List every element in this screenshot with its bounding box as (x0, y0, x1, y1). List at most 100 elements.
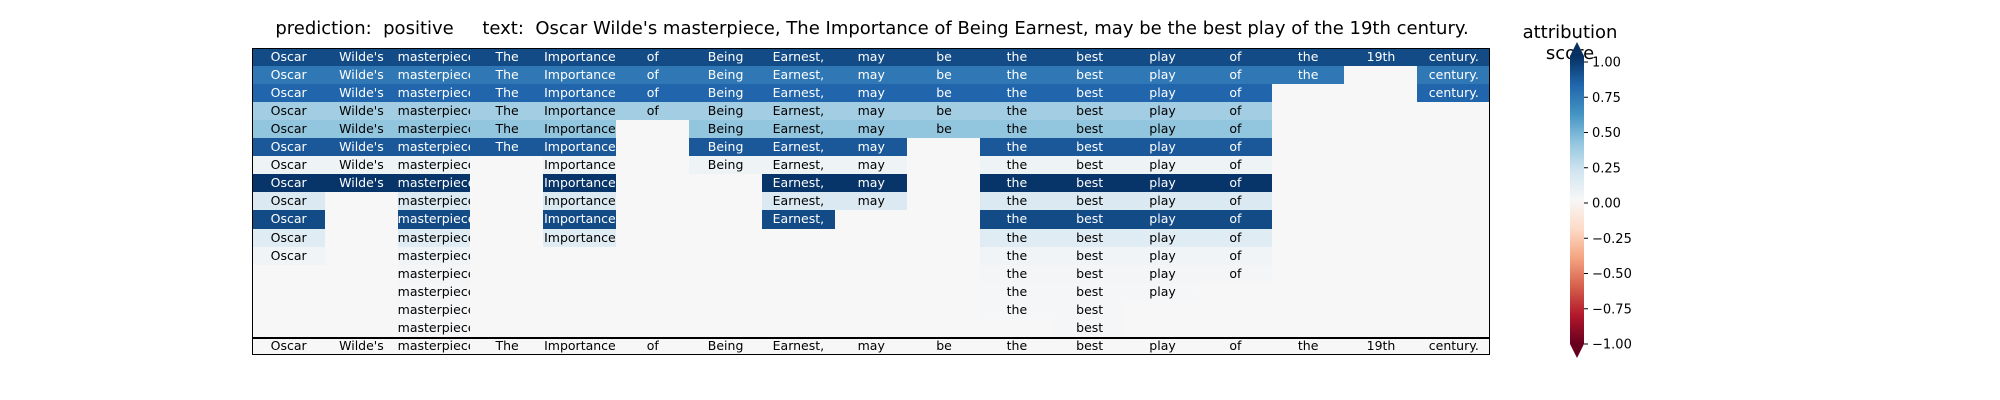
heatmap-cell (470, 318, 544, 338)
heatmap-cell (252, 300, 326, 320)
heatmap-cell: best (1053, 120, 1127, 139)
heatmap-cell: the (980, 192, 1054, 211)
heatmap-cell (616, 174, 690, 193)
heatmap-cell (1417, 282, 1491, 302)
heatmap-cell (616, 318, 690, 338)
heatmap-cell (1344, 120, 1418, 139)
heatmap-cell (834, 210, 908, 229)
heatmap-cell (1417, 174, 1491, 193)
heatmap-cell: the (1271, 66, 1345, 85)
heatmap-cell: masterpiece, (397, 192, 471, 211)
heatmap-cell (1344, 192, 1418, 211)
heatmap-cell (1271, 174, 1345, 193)
heatmap-cell (1271, 84, 1345, 103)
heatmap-cell (761, 228, 836, 248)
heatmap-cell: Importance (543, 336, 617, 356)
heatmap-cell: play (1125, 138, 1200, 157)
heatmap-cell: Being (688, 138, 763, 157)
heatmap-cell (252, 264, 326, 284)
heatmap-cell (470, 246, 544, 266)
heatmap-cell (1271, 264, 1345, 284)
heatmap-cell (1344, 282, 1418, 302)
heatmap-cell (834, 246, 908, 266)
heatmap-cell: of (1198, 84, 1273, 103)
heatmap-cell: The (470, 120, 544, 139)
heatmap-cell: play (1125, 282, 1200, 302)
heatmap-cell: may (834, 156, 908, 175)
heatmap-cell: the (980, 282, 1054, 302)
heatmap-cell: the (980, 264, 1054, 284)
heatmap-cell (324, 318, 399, 338)
heatmap-cell: Wilde's (324, 156, 399, 175)
heatmap-cell (1271, 300, 1345, 320)
heatmap-cell (1417, 300, 1491, 320)
heatmap-cell (761, 300, 836, 320)
heatmap-cell (252, 282, 326, 302)
heatmap-cell (761, 264, 836, 284)
heatmap-cell: masterpiece, (397, 138, 471, 157)
heatmap-cell (616, 138, 690, 157)
heatmap-cell: Wilde's (324, 174, 399, 193)
heatmap-cell: the (980, 300, 1054, 320)
heatmap-cell: Importance (543, 66, 617, 85)
chart-title: prediction: positive text: Oscar Wilde's… (275, 18, 1469, 39)
heatmap-cell: be (907, 84, 981, 103)
heatmap-cell (761, 282, 836, 302)
heatmap-cell: best (1053, 210, 1127, 229)
heatmap-cell: masterpiece, (397, 48, 471, 67)
colorbar-tick-label: 0.50 (1592, 126, 1621, 141)
heatmap-cell (543, 264, 617, 284)
heatmap-cell (1271, 246, 1345, 266)
heatmap-cell: Earnest, (761, 336, 836, 356)
heatmap-cell (1417, 102, 1491, 121)
heatmap-cell (470, 264, 544, 284)
heatmap-cell: best (1053, 282, 1127, 302)
heatmap-cell: the (980, 174, 1054, 193)
heatmap-cell: of (616, 336, 690, 356)
heatmap-cell (1344, 210, 1418, 229)
heatmap-cell: Oscar (252, 84, 326, 103)
heatmap-cell (907, 228, 981, 248)
heatmap-cell: Importance (543, 210, 617, 229)
heatmap-cell: play (1125, 84, 1200, 103)
heatmap-cell: masterpiece, (397, 120, 471, 139)
heatmap-cell (688, 264, 763, 284)
colorbar-tick-label: −0.25 (1592, 232, 1632, 247)
heatmap-cell: play (1125, 174, 1200, 193)
heatmap-cell: Importance (543, 174, 617, 193)
heatmap-cell (688, 318, 763, 338)
heatmap-cell (1417, 264, 1491, 284)
heatmap-cell: Earnest, (761, 156, 836, 175)
heatmap-cell (1271, 138, 1345, 157)
heatmap-cell: of (1198, 264, 1273, 284)
heatmap-cell: masterpiece, (397, 84, 471, 103)
heatmap-cell (688, 174, 763, 193)
heatmap-cell: best (1053, 138, 1127, 157)
heatmap-cell: Importance (543, 192, 617, 211)
heatmap-cell: the (980, 246, 1054, 266)
heatmap-cell (252, 318, 326, 338)
heatmap-cell: of (616, 48, 690, 67)
heatmap-cell: best (1053, 264, 1127, 284)
heatmap-cell: masterpiece, (397, 282, 471, 302)
heatmap-cell: Wilde's (324, 138, 399, 157)
heatmap-cell (834, 300, 908, 320)
heatmap-cell (1344, 264, 1418, 284)
heatmap-cell: Wilde's (324, 84, 399, 103)
heatmap-cell: may (834, 102, 908, 121)
heatmap-cell: of (1198, 156, 1273, 175)
colorbar-max-extend (1570, 42, 1584, 56)
heatmap-cell: the (980, 66, 1054, 85)
heatmap-cell: of (1198, 246, 1273, 266)
heatmap-cell: masterpiece, (397, 336, 471, 356)
heatmap-cell (688, 246, 763, 266)
heatmap-cell (1417, 138, 1491, 157)
heatmap-cell (1417, 210, 1491, 229)
heatmap-cell: Being (688, 102, 763, 121)
heatmap-cell (324, 246, 399, 266)
heatmap-cell (1271, 318, 1345, 338)
heatmap-cell (907, 246, 981, 266)
heatmap-cell: Earnest, (761, 102, 836, 121)
heatmap-cell: The (470, 66, 544, 85)
heatmap-cell: Earnest, (761, 84, 836, 103)
